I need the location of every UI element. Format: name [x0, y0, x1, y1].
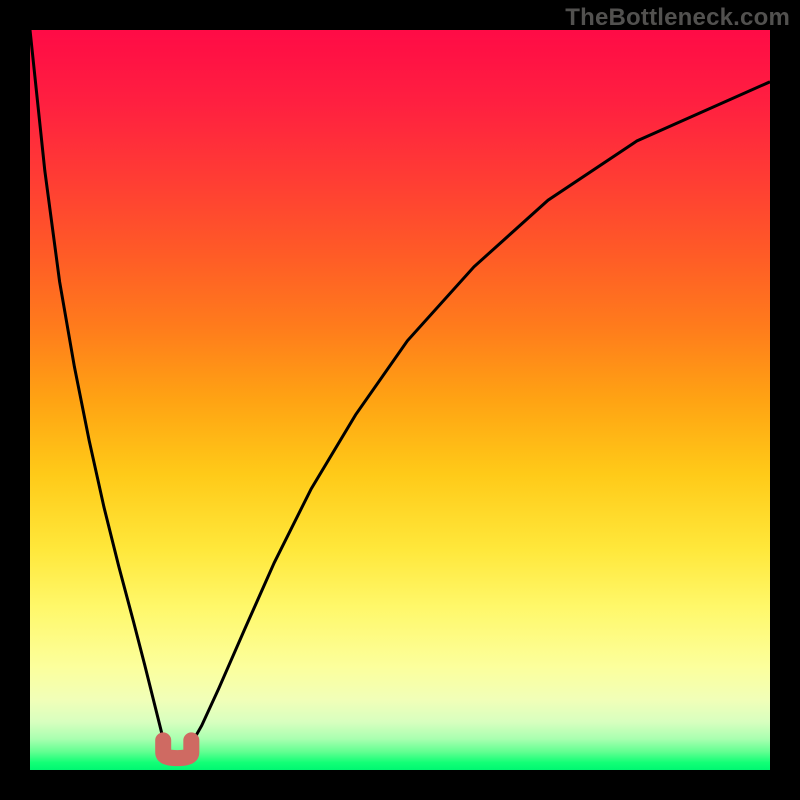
chart-frame: TheBottleneck.com [0, 0, 800, 800]
gradient-background [30, 30, 770, 770]
bottleneck-chart [30, 30, 770, 770]
watermark-label: TheBottleneck.com [565, 4, 790, 32]
